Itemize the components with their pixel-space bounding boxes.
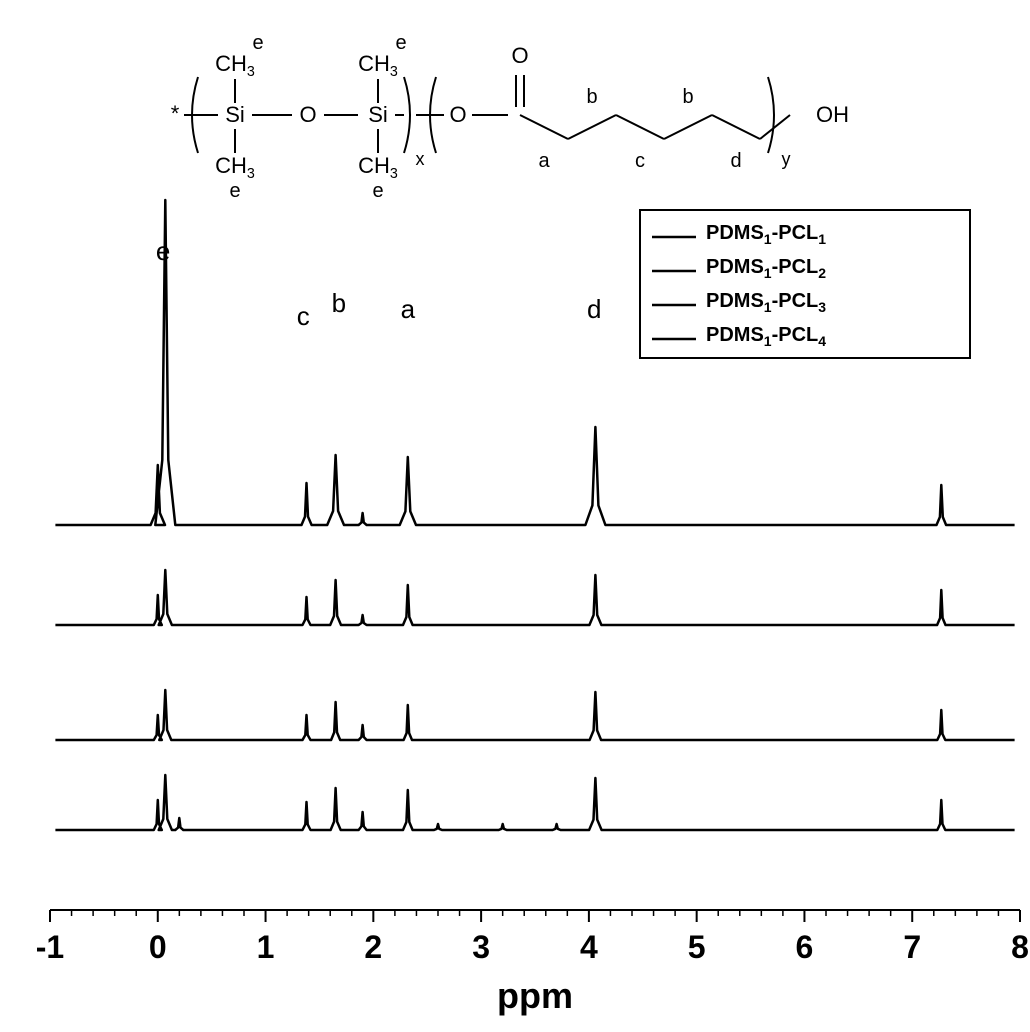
tick-label: 6 (796, 929, 814, 965)
tick-label: 3 (472, 929, 490, 965)
svg-text:CH3: CH3 (215, 51, 255, 80)
svg-text:c: c (635, 150, 645, 172)
svg-text:Si: Si (368, 102, 388, 127)
chemical-structure: *SiCH3eCH3eOSiCH3eCH3exOOabcbdyOH (171, 32, 849, 202)
tick-label: 1 (257, 929, 275, 965)
legend-label: PDMS1-PCL4 (706, 324, 962, 358)
legend-label: PDMS1-PCL1 (706, 222, 962, 256)
svg-text:d: d (730, 150, 741, 172)
tick-label: 2 (364, 929, 382, 965)
peak-label: a (401, 294, 416, 324)
svg-text:b: b (586, 86, 597, 108)
svg-text:e: e (229, 180, 240, 202)
spectrum-trace (55, 690, 1014, 740)
peak-label: e (156, 236, 170, 266)
spectrum-trace (55, 570, 1014, 625)
svg-text:e: e (252, 32, 263, 54)
axis-label: ppm (497, 975, 573, 1016)
nmr-figure: -1012345678ppmecbadPDMS1-PCL1PDMS1-PCL2P… (0, 0, 1030, 1032)
svg-text:O: O (449, 102, 466, 127)
legend-label: PDMS1-PCL3 (706, 290, 962, 324)
tick-label: 8 (1011, 929, 1029, 965)
peak-label: b (332, 288, 346, 318)
svg-text:CH3: CH3 (215, 153, 255, 182)
svg-text:e: e (395, 32, 406, 54)
spectrum-trace (55, 775, 1014, 830)
svg-text:e: e (372, 180, 383, 202)
svg-text:O: O (511, 43, 528, 68)
svg-text:CH3: CH3 (358, 153, 398, 182)
tick-label: 5 (688, 929, 706, 965)
tick-label: 7 (903, 929, 921, 965)
tick-label: 0 (149, 929, 167, 965)
figure-svg: -1012345678ppmecbadPDMS1-PCL1PDMS1-PCL2P… (0, 0, 1030, 1032)
legend-label: PDMS1-PCL2 (706, 256, 962, 290)
peak-label: d (587, 294, 601, 324)
svg-text:CH3: CH3 (358, 51, 398, 80)
tick-label: 4 (580, 929, 598, 965)
svg-text:*: * (171, 101, 180, 126)
svg-text:b: b (682, 86, 693, 108)
svg-text:a: a (538, 150, 550, 172)
svg-text:O: O (299, 102, 316, 127)
svg-text:Si: Si (225, 102, 245, 127)
tick-label: -1 (36, 929, 64, 965)
svg-text:OH: OH (816, 102, 849, 127)
svg-text:x: x (416, 149, 425, 169)
peak-label: c (297, 301, 310, 331)
svg-text:y: y (782, 149, 791, 169)
